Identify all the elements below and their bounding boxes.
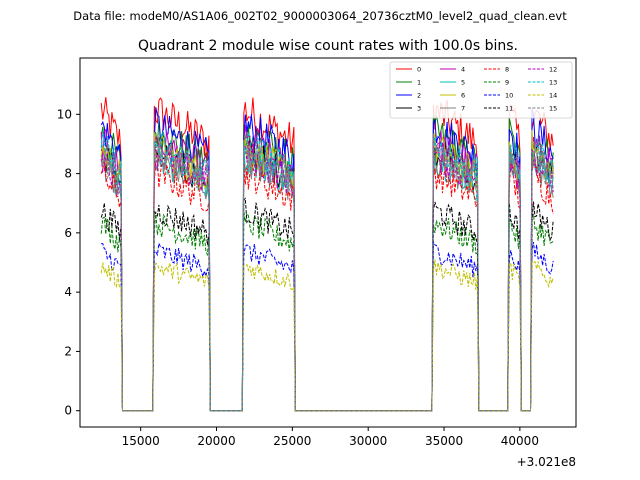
series-line-14 [100, 259, 554, 412]
legend-box [389, 61, 573, 119]
y-tick-label: 8 [64, 167, 72, 181]
series-line-5 [100, 142, 554, 412]
legend-label-7: 7 [461, 105, 465, 113]
legend-label-5: 5 [461, 79, 465, 87]
y-tick-label: 4 [64, 285, 72, 299]
series-line-7 [100, 147, 554, 412]
y-tick-label: 6 [64, 226, 72, 240]
legend-label-8: 8 [505, 66, 509, 74]
plot-frame [79, 57, 577, 428]
legend-label-14: 14 [549, 92, 557, 100]
legend-label-11: 11 [505, 105, 513, 113]
chart-title: Quadrant 2 module wise count rates with … [138, 38, 518, 54]
x-tick-label: 40000 [501, 434, 539, 448]
legend-label-0: 0 [417, 66, 421, 74]
legend-label-2: 2 [417, 92, 421, 100]
series-line-3 [100, 137, 554, 412]
legend-label-12: 12 [549, 66, 557, 74]
x-tick-label: 30000 [349, 434, 387, 448]
y-tick-label: 10 [57, 107, 72, 121]
x-tick-label: 25000 [273, 434, 311, 448]
chart-suptitle: Data file: modeM0/AS1A06_002T02_90000030… [73, 9, 567, 23]
legend-label-10: 10 [505, 92, 513, 100]
y-tick-label: 0 [64, 404, 72, 418]
legend-label-1: 1 [417, 79, 421, 87]
series-line-9 [100, 211, 554, 412]
series-line-1 [100, 114, 554, 412]
x-tick-label: 35000 [425, 434, 463, 448]
legend-label-15: 15 [549, 105, 557, 113]
legend-label-13: 13 [549, 79, 557, 87]
legend-label-6: 6 [461, 92, 465, 100]
series-layer [100, 97, 554, 412]
x-tick-label: 15000 [122, 434, 160, 448]
tick-layer: 15000 20000 25000 30000 35000 40000 0 2 4 6 8 10 [57, 107, 539, 448]
x-offset-label: +3.021e8 [517, 455, 576, 469]
legend-label-9: 9 [505, 79, 509, 87]
series-line-15 [100, 133, 554, 412]
series-line-12 [100, 140, 554, 412]
legend-label-4: 4 [461, 66, 465, 74]
legend-label-3: 3 [417, 105, 421, 113]
y-tick-label: 2 [64, 344, 72, 358]
series-line-8 [100, 159, 554, 412]
x-tick-label: 20000 [197, 434, 235, 448]
